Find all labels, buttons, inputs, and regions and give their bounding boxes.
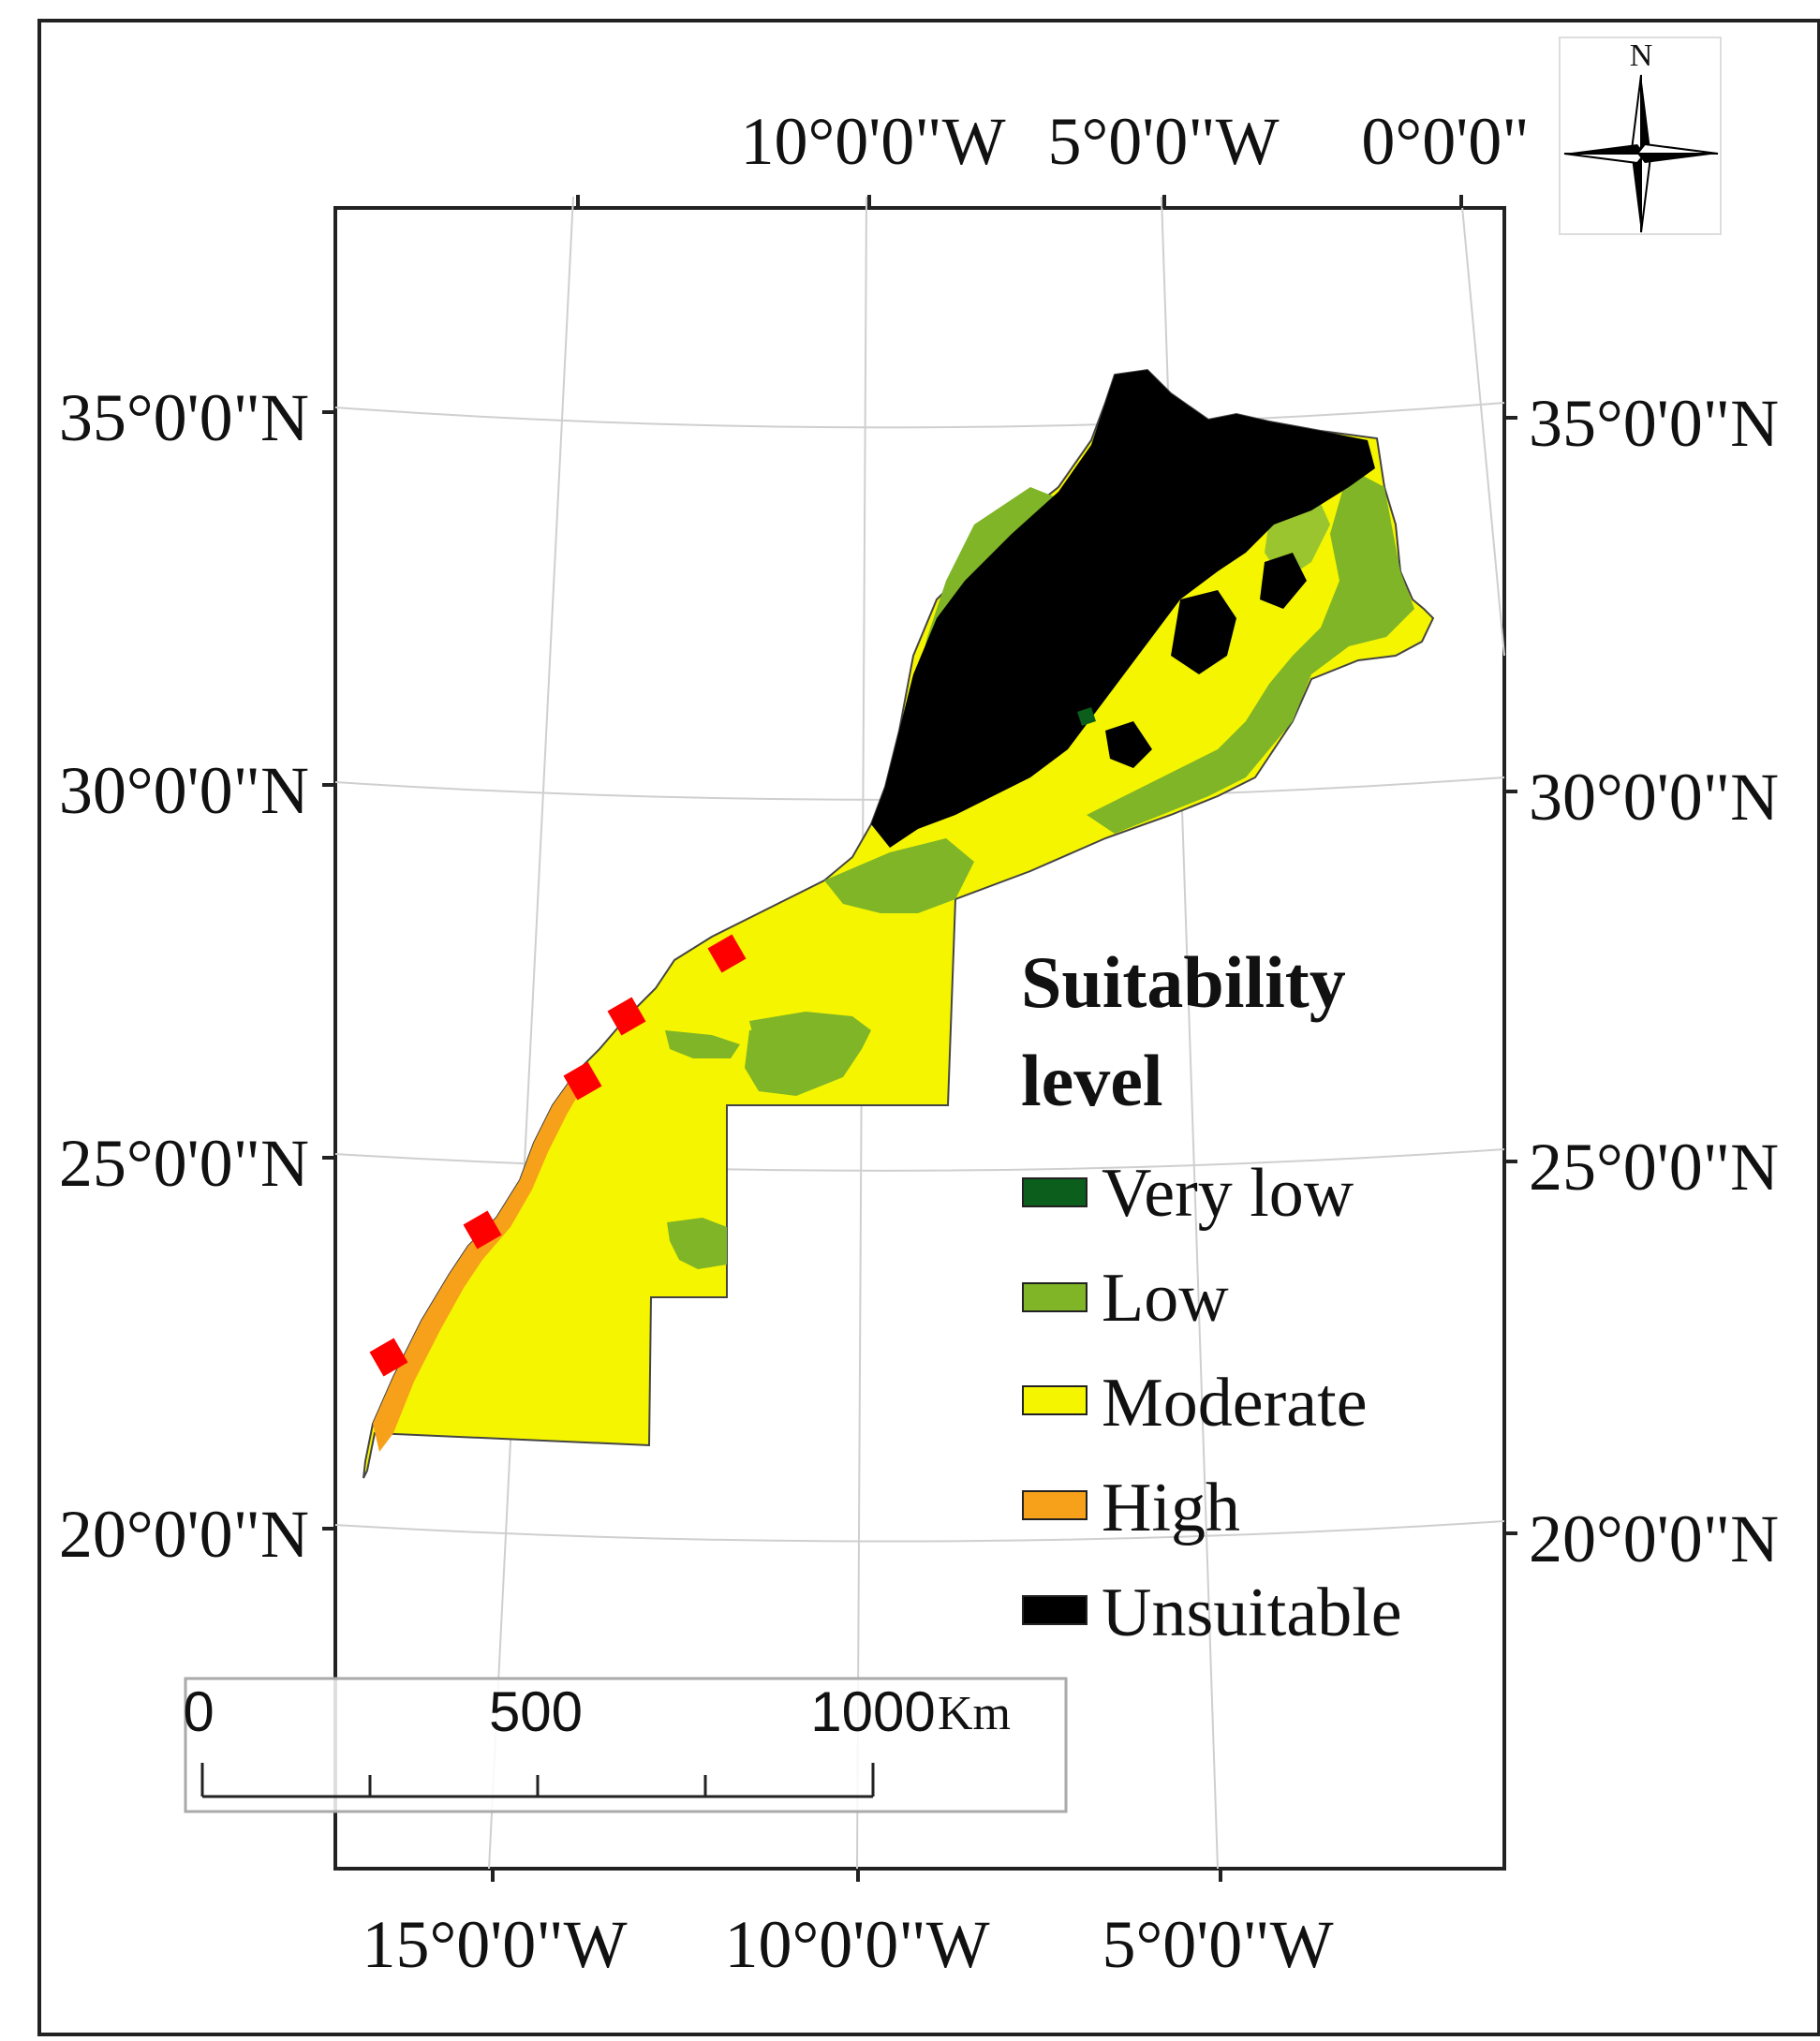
legend-swatch [1022,1385,1088,1415]
left-lat-label: 20°0'0"N [59,1497,309,1572]
top-lon-label: 0°0'0" [1361,104,1529,179]
top-lon-label: 5°0'0"W [1047,104,1279,179]
site-marker [607,997,646,1036]
right-lat-label: 20°0'0"N [1529,1501,1779,1576]
patch-unsuitable [1171,590,1236,674]
scale-label: 0 [183,1680,214,1743]
map-frame [333,206,1506,1871]
right-latitude-labels: 35°0'0"N 30°0'0"N 25°0'0"N 20°0'0"N [1529,386,1779,1576]
legend-label: High [1102,1470,1240,1546]
legend-title: level [1021,1040,1163,1121]
legend: Suitability level Very low Low Moderate … [1021,941,1402,1651]
tick-marks [322,195,1517,1882]
patch-low [824,838,974,913]
site-marker [707,934,747,973]
patch-unsuitable [871,370,1375,848]
scale-label: 1000 [810,1680,935,1743]
patch-unsuitable [1077,707,1096,726]
graticule-lon-15 [488,196,574,1870]
legend-item: Moderate [1022,1365,1368,1442]
site-markers [369,934,747,1377]
left-lat-label: 35°0'0"N [59,380,309,455]
legend-swatch [1022,1595,1088,1625]
bottom-longitude-labels: 15°0'0"W 10°0'0"W 5°0'0"W [362,1907,1333,1982]
site-marker [369,1338,408,1377]
patch-low [1087,468,1414,834]
patch-low [667,1218,727,1269]
north-arrow: N [1559,37,1722,235]
legend-title: Suitability [1021,941,1346,1023]
legend-item: High [1022,1470,1240,1546]
legend-label: Unsuitable [1102,1575,1402,1651]
legend-swatch [1022,1177,1088,1207]
legend-item: Unsuitable [1022,1575,1402,1651]
bottom-lon-label: 5°0'0"W [1102,1907,1333,1982]
bottom-lon-label: 15°0'0"W [362,1907,627,1982]
legend-swatch [1022,1490,1088,1520]
territory-moderate [363,368,1435,1479]
legend-label: Moderate [1102,1365,1368,1442]
patch-low [665,1030,740,1058]
legend-item: Very low [1022,1155,1354,1232]
scale-unit: Km [938,1687,1011,1740]
bottom-lon-label: 10°0'0"W [724,1907,989,1982]
outer-frame [37,19,1820,2036]
legend-label: Very low [1102,1155,1354,1232]
country-raster [363,368,1435,1479]
patch-low [745,1026,862,1096]
legend-item: Low [1022,1260,1229,1337]
north-label: N [1630,38,1653,73]
scale-bar-box [184,1677,1068,1813]
scale-label: 500 [489,1680,583,1743]
top-lon-label: 10°0'0"W [740,104,1005,179]
legend-label: Low [1102,1260,1229,1337]
graticule-lat-25 [334,1148,1505,1172]
site-marker [563,1061,602,1101]
legend-swatch [1022,1282,1088,1312]
graticule-lat-20 [334,1520,1505,1543]
patch-unsuitable [1260,553,1307,609]
site-marker [463,1210,502,1250]
top-longitude-labels: 10°0'0"W 5°0'0"W 0°0'0" [740,104,1529,179]
scale-ticks [200,1763,875,1798]
left-latitude-labels: 35°0'0"N 30°0'0"N 25°0'0"N 20°0'0"N [59,380,309,1572]
patch-unsuitable [1105,721,1152,768]
patch-high [373,1072,588,1452]
right-lat-label: 35°0'0"N [1529,386,1779,461]
graticule-lat-35 [334,402,1505,429]
right-lat-label: 25°0'0"N [1529,1130,1779,1205]
left-lat-label: 30°0'0"N [59,753,309,828]
right-lat-label: 30°0'0"N [1529,760,1779,835]
graticule-lon-0 [1460,196,1505,657]
left-lat-label: 25°0'0"N [59,1126,309,1201]
scale-bar: 0 500 1000 Km [183,1677,1068,1813]
north-arrow-icon [1563,74,1719,233]
